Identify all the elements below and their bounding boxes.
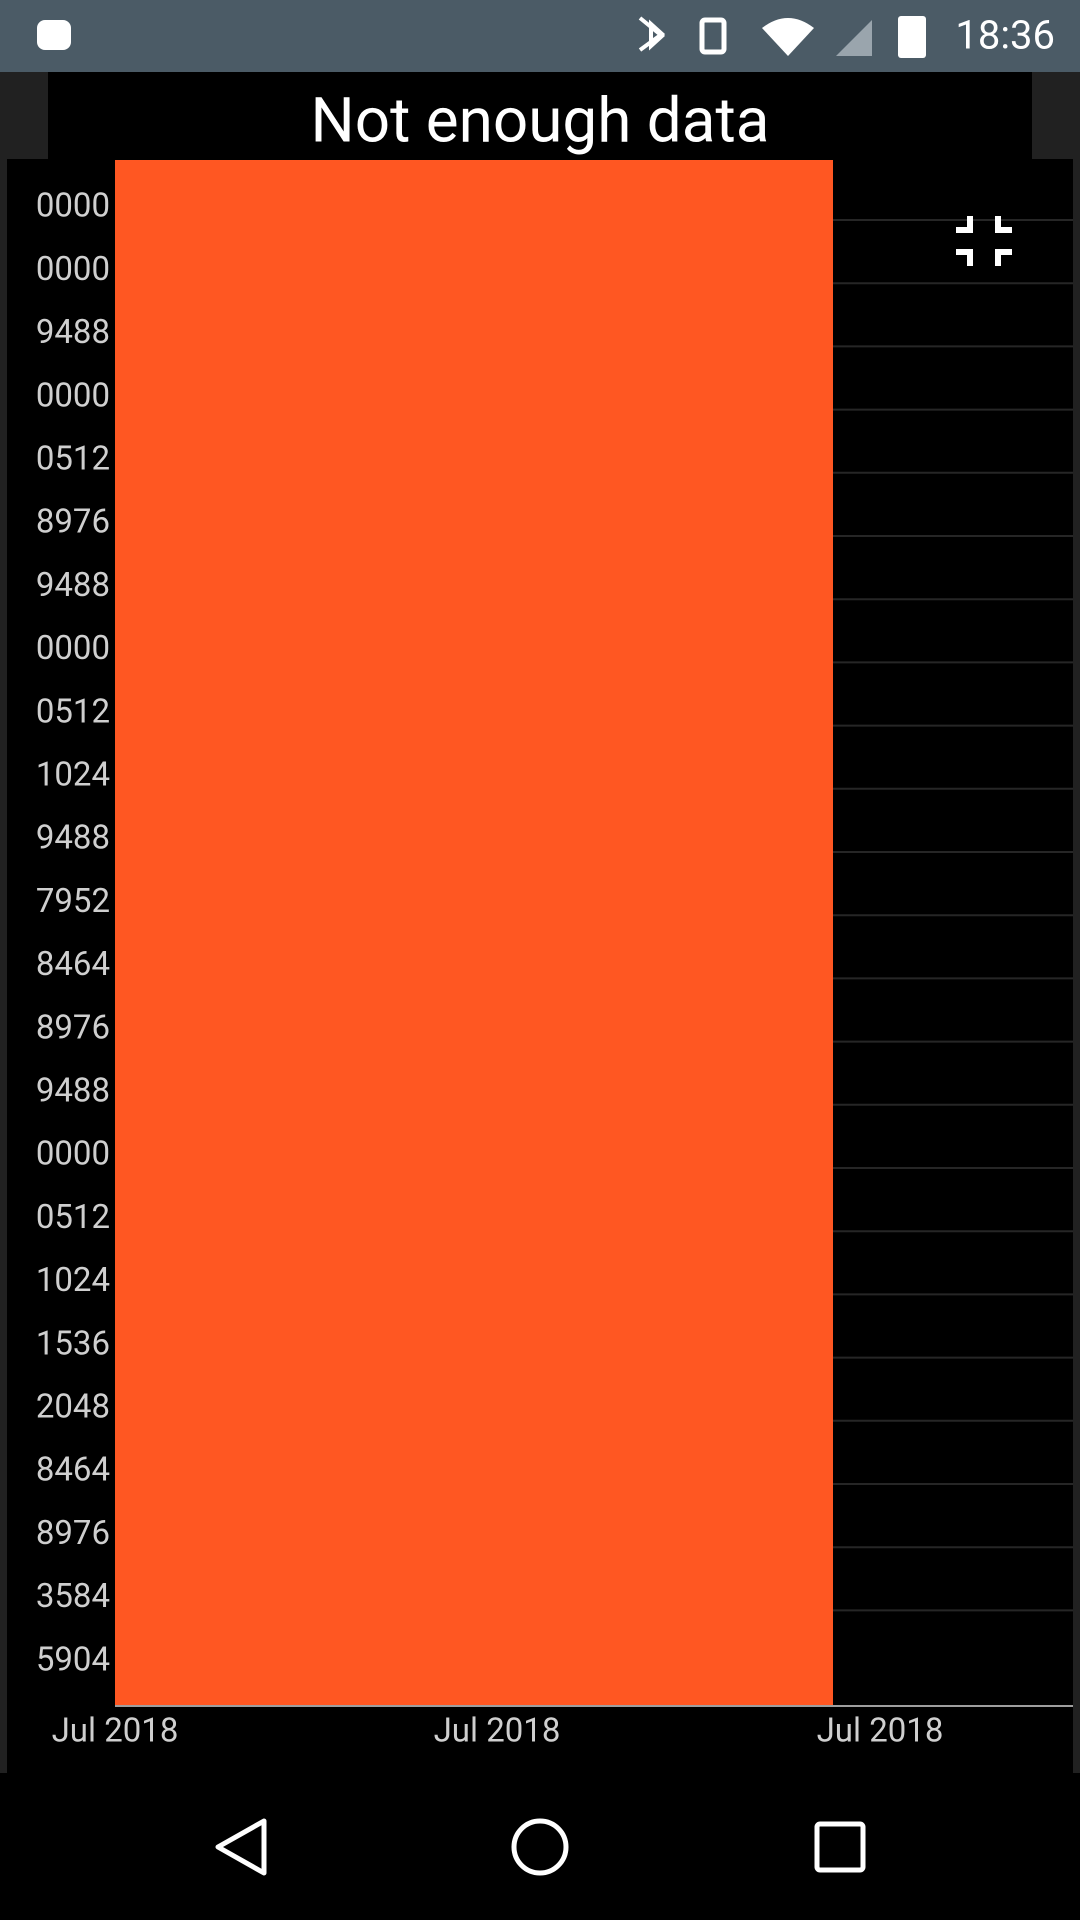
y-tick-label: 8464 — [36, 945, 110, 984]
status-icons — [37, 16, 926, 58]
bluetooth-icon — [638, 16, 666, 52]
y-tick-label: 3584 — [36, 1577, 110, 1616]
y-tick-label: 7952 — [36, 882, 110, 921]
y-tick-label: 0512 — [36, 440, 110, 479]
app-notification-icon — [37, 20, 71, 50]
y-tick-label: 1536 — [36, 1324, 110, 1363]
x-tick-label: Jul 2018 — [817, 1712, 944, 1751]
y-tick-label: 9488 — [36, 566, 110, 605]
wifi-icon — [762, 18, 814, 56]
y-tick-label: 8976 — [36, 1008, 110, 1047]
clock: 18:36 — [955, 12, 1055, 59]
x-tick-label: Jul 2018 — [434, 1712, 561, 1751]
x-axis-labels: Jul 2018 Jul 2018 Jul 2018 — [52, 1712, 944, 1751]
y-tick-label: 9488 — [36, 1072, 110, 1111]
y-tick-label: 0512 — [36, 1198, 110, 1237]
x-tick-label: Jul 2018 — [52, 1712, 179, 1751]
y-tick-label: 8464 — [36, 1451, 110, 1490]
battery-icon — [898, 16, 926, 58]
signal-icon — [836, 20, 872, 56]
y-tick-label: 0512 — [36, 692, 110, 731]
y-tick-label: 9488 — [36, 819, 110, 858]
title-box — [48, 72, 1032, 160]
y-tick-label: 0000 — [36, 376, 110, 415]
y-tick-label: 8976 — [36, 503, 110, 542]
y-tick-label: 2048 — [36, 1388, 110, 1427]
y-axis-labels: 0000 0000 9488 0000 0512 8976 9488 0000 0512 1024… — [36, 187, 110, 1680]
exit-fullscreen-button[interactable] — [956, 216, 1012, 266]
home-button[interactable] — [511, 1818, 569, 1876]
bar — [115, 160, 833, 1706]
y-tick-label: 0000 — [36, 1135, 110, 1174]
y-tick-label: 9488 — [36, 313, 110, 352]
back-button[interactable] — [215, 1818, 267, 1876]
y-tick-label: 1024 — [36, 1261, 110, 1300]
y-tick-label: 1024 — [36, 756, 110, 795]
y-tick-label: 0000 — [36, 629, 110, 668]
title: Not enough data — [311, 84, 770, 157]
recents-button[interactable] — [814, 1821, 866, 1873]
y-tick-label: 8976 — [36, 1514, 110, 1553]
y-tick-label: 0000 — [36, 187, 110, 226]
y-tick-label: 0000 — [36, 250, 110, 289]
y-tick-label: 5904 — [36, 1640, 110, 1679]
navigation-bar — [0, 1773, 1080, 1920]
vibrate-icon — [699, 17, 727, 55]
